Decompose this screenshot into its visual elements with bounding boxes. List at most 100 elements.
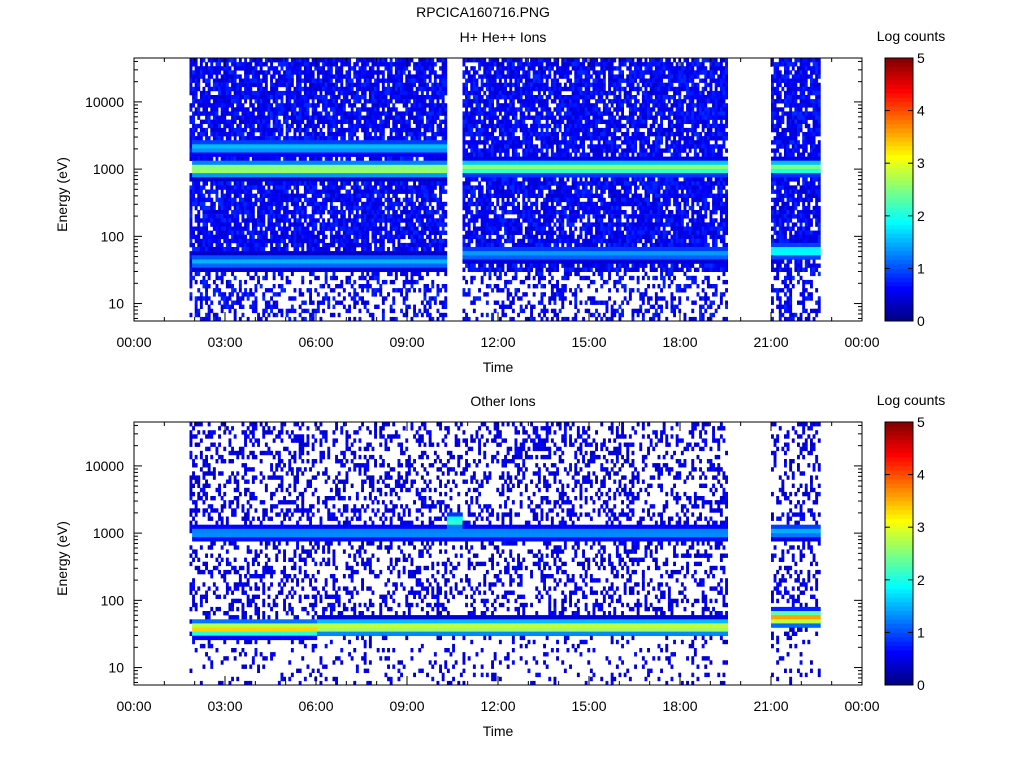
- spectrogram-cell: [301, 107, 305, 112]
- spectrogram-cell: [389, 74, 393, 79]
- spectrogram-cell: [194, 58, 198, 63]
- spectrogram-cell: [199, 103, 203, 108]
- spectrogram-cell: [363, 226, 367, 231]
- spectrogram-cell: [345, 259, 349, 264]
- spectrogram-cell: [207, 242, 211, 248]
- spectrogram-cell: [225, 78, 229, 83]
- spectrogram-cell: [426, 90, 429, 96]
- spectrogram-cell: [199, 74, 203, 79]
- spectrogram-cell: [324, 144, 328, 149]
- spectrogram-cell: [389, 267, 393, 273]
- spectrogram-cell: [363, 107, 367, 112]
- spectrogram-cell: [376, 66, 380, 71]
- spectrogram-cell: [329, 197, 333, 203]
- spectrogram-cell: [199, 62, 203, 67]
- spectrogram-cell: [259, 173, 263, 178]
- spectrogram-cell: [418, 205, 422, 211]
- spectrogram-cell: [405, 103, 409, 108]
- spectrogram-cell: [420, 148, 424, 153]
- spectrogram-cell: [194, 78, 198, 83]
- spectrogram-cell: [210, 234, 214, 240]
- spectrogram-cell: [236, 127, 240, 133]
- spectrogram-cell: [381, 103, 385, 108]
- spectrogram-cell: [301, 111, 305, 116]
- spectrogram-cell: [439, 86, 442, 92]
- spectrogram-cell: [348, 173, 351, 178]
- spectrogram-cell: [202, 107, 206, 112]
- spectrogram-cell: [441, 263, 445, 268]
- spectrogram-cell: [324, 152, 328, 157]
- spectrogram-cell: [423, 308, 427, 314]
- spectrogram-cell: [202, 316, 206, 322]
- spectrogram-cell: [264, 308, 268, 314]
- spectrogram-cell: [384, 234, 388, 240]
- spectrogram-cell: [303, 123, 307, 129]
- spectrogram-cell: [225, 226, 229, 231]
- spectrogram-cell: [371, 111, 375, 116]
- spectrogram-cell: [241, 304, 245, 310]
- spectrogram-cell: [249, 111, 253, 116]
- spectrogram-cell: [314, 132, 318, 137]
- spectrogram-cell: [262, 62, 266, 67]
- spectrogram-cell: [236, 214, 240, 219]
- spectrogram-cell: [210, 173, 214, 178]
- spectrogram-cell: [363, 255, 367, 260]
- spectrogram-cell: [264, 156, 268, 162]
- spectrogram-cell: [277, 210, 281, 215]
- spectrogram-cell: [329, 242, 333, 248]
- spectrogram-cell: [394, 136, 398, 141]
- spectrogram-cell: [241, 127, 245, 133]
- spectrogram-cell: [329, 119, 333, 125]
- spectrogram-cell: [335, 267, 338, 273]
- spectrogram-cell: [329, 267, 333, 273]
- spectrogram-cell: [358, 193, 362, 199]
- spectrogram-cell: [218, 160, 221, 166]
- spectrogram-cell: [322, 300, 325, 305]
- spectrogram-cell: [426, 164, 429, 170]
- spectrogram-cell: [384, 90, 388, 96]
- spectrogram-cell: [212, 111, 216, 116]
- spectrogram-cell: [298, 193, 302, 199]
- spectrogram-cell: [251, 275, 255, 281]
- spectrogram-cell: [420, 189, 424, 194]
- spectrogram-cell: [462, 58, 466, 63]
- spectrogram-cell: [368, 173, 372, 178]
- spectrogram-cell: [342, 267, 346, 273]
- spectrogram-cell: [205, 160, 208, 166]
- spectrogram-cell: [379, 181, 383, 186]
- spectrogram-cell: [267, 259, 271, 264]
- spectrogram-cell: [413, 267, 416, 273]
- spectrogram-cell: [423, 210, 427, 215]
- spectrogram-cell: [202, 90, 206, 96]
- spectrogram-cell: [298, 70, 302, 75]
- spectrogram-cell: [311, 119, 315, 125]
- spectrogram-cell: [231, 238, 234, 244]
- spectrogram-cell: [418, 169, 422, 174]
- spectrogram-cell: [246, 78, 250, 83]
- spectrogram-cell: [381, 177, 385, 182]
- spectrogram-cell: [433, 296, 437, 301]
- spectrogram-cell: [205, 255, 208, 260]
- spectrogram-cell: [322, 148, 325, 153]
- spectrogram-cell: [366, 111, 370, 116]
- spectrogram-cell: [332, 160, 336, 166]
- spectrogram-cell: [309, 255, 312, 260]
- spectrogram-cell: [407, 214, 411, 219]
- spectrogram-cell: [407, 177, 411, 182]
- spectrogram-cell: [275, 238, 279, 244]
- spectrogram-cell: [342, 58, 346, 63]
- spectrogram-cell: [301, 86, 305, 92]
- spectrogram-cell: [283, 288, 286, 293]
- spectrogram-cell: [358, 275, 362, 281]
- spectrogram-cell: [277, 107, 281, 112]
- spectrogram-cell: [394, 95, 398, 100]
- spectrogram-cell: [259, 177, 263, 182]
- spectrogram-cell: [218, 222, 221, 227]
- spectrogram-cell: [376, 74, 380, 79]
- spectrogram-cell: [296, 238, 299, 244]
- spectrogram-cell: [345, 218, 349, 223]
- spectrogram-cell: [324, 160, 328, 166]
- spectrogram-cell: [251, 308, 255, 314]
- spectrogram-cell: [283, 214, 286, 219]
- spectrogram-cell: [462, 90, 466, 96]
